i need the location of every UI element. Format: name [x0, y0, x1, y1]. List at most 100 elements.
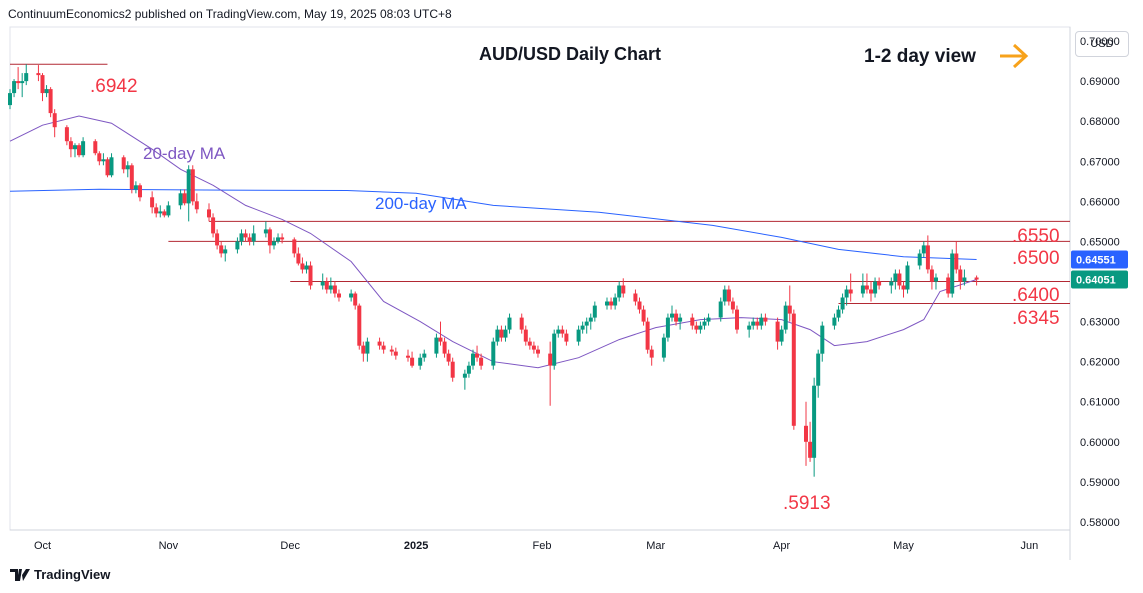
time-tick-label: Mar — [646, 540, 665, 552]
candle-body-151 — [873, 281, 878, 294]
candle-body-137 — [791, 313, 796, 426]
candle-body-139 — [808, 441, 813, 458]
time-tick-label: Oct — [34, 540, 51, 552]
candle-body-24 — [138, 185, 142, 198]
candle-body-88 — [519, 317, 524, 330]
candle-body-60 — [349, 293, 354, 298]
arrow-right-icon — [1000, 43, 1029, 69]
candle-body-77 — [450, 361, 455, 378]
candle-body-133 — [775, 321, 780, 342]
candle-body-45 — [263, 229, 268, 234]
candle-body-22 — [129, 165, 134, 190]
tradingview-logo-icon — [10, 568, 30, 581]
candle-body-5 — [36, 73, 41, 76]
candle-body-156 — [901, 285, 906, 290]
candle-body-160 — [925, 245, 930, 270]
price-tick-label: 0.69000 — [1080, 76, 1120, 88]
candle-body-78 — [462, 373, 467, 378]
candle-body-40 — [235, 241, 240, 250]
candle-body-3 — [20, 81, 25, 84]
price-tick-label: 0.61000 — [1080, 397, 1120, 409]
candle-body-121 — [702, 321, 707, 326]
candle-body-16 — [97, 153, 102, 162]
candle-body-55 — [320, 281, 325, 286]
candle-body-101 — [588, 317, 593, 322]
candle-body-83 — [491, 341, 496, 366]
candle-body-65 — [377, 341, 382, 346]
time-tick-label: 2025 — [404, 540, 428, 552]
candle-body-117 — [678, 317, 683, 322]
candle-body-1 — [12, 81, 17, 94]
candle-body-143 — [832, 317, 837, 326]
candle-body-8 — [48, 89, 53, 114]
candle-body-124 — [722, 289, 727, 302]
candle-body-27 — [158, 211, 163, 214]
candle-body-41 — [239, 233, 244, 242]
candle-body-147 — [848, 289, 853, 294]
candle-body-132 — [763, 317, 768, 322]
candle-body-28 — [162, 211, 167, 216]
price-chart[interactable]: 0.70000 0.69000 0.68000 0.67000 0.66000 0.650… — [0, 0, 1143, 560]
candle-body-19 — [109, 157, 114, 176]
candle-body-82 — [479, 357, 484, 366]
candle-body-26 — [154, 207, 159, 214]
candle-body-150 — [869, 289, 873, 294]
candle-body-42 — [243, 233, 248, 238]
price-tick-label: 0.63000 — [1080, 317, 1120, 329]
price-tick-label: 0.58000 — [1080, 517, 1120, 529]
candle-body-12 — [73, 145, 77, 150]
candle-body-102 — [592, 305, 597, 318]
price-tags: 0.64551 0.64051 — [1071, 250, 1128, 289]
currency-button[interactable]: USD — [1075, 31, 1129, 57]
candle-body-142 — [820, 325, 825, 354]
price-tick-label: 0.60000 — [1080, 437, 1120, 449]
candle-body-146 — [844, 289, 849, 298]
candle-body-138 — [804, 425, 808, 442]
candle-body-50 — [292, 239, 297, 254]
tradingview-footer[interactable]: TradingView — [10, 567, 110, 582]
chart-annotations: AUD/USD Daily Chart 1-2 day view 20-day … — [90, 43, 1060, 514]
price-tick-label: 0.70000 — [1080, 36, 1120, 48]
price-tick-label: 0.59000 — [1080, 477, 1120, 489]
candle-body-33 — [190, 169, 195, 202]
candle-body-148 — [860, 285, 865, 294]
candle-body-18 — [105, 159, 110, 176]
candle-body-165 — [954, 253, 959, 270]
candle-body-34 — [194, 201, 199, 210]
candle-body-74 — [438, 337, 443, 342]
time-axis[interactable]: Oct Nov Dec 2025 Feb Mar Apr May Jun — [34, 540, 1038, 552]
candle-body-2 — [16, 81, 21, 84]
time-tick-label: Feb — [533, 540, 552, 552]
candle-body-157 — [905, 265, 910, 290]
candle-body-119 — [694, 325, 699, 330]
horizontal-levels — [10, 63, 1070, 305]
candle-body-140 — [812, 385, 817, 458]
candle-body-107 — [621, 285, 626, 294]
candle-body-105 — [613, 297, 618, 306]
candle-body-115 — [670, 313, 674, 318]
candle-body-161 — [929, 269, 934, 282]
attribution-header: ContinuumEconomics2 published on Trading… — [8, 7, 452, 21]
candle-body-54 — [308, 265, 313, 286]
candle-body-166 — [958, 269, 963, 282]
candle-body-81 — [475, 353, 479, 358]
candle-body-94 — [552, 333, 557, 366]
candle-body-20 — [121, 157, 126, 170]
candle-body-89 — [523, 329, 528, 342]
candle-body-85 — [499, 329, 504, 338]
candle-body-163 — [946, 277, 951, 294]
candle-body-46 — [267, 229, 272, 246]
candle-body-76 — [446, 353, 451, 362]
candle-body-125 — [726, 289, 731, 302]
candle-body-90 — [527, 341, 532, 346]
candle-body-69 — [406, 355, 410, 358]
price-tick-label: 0.62000 — [1080, 357, 1120, 369]
candle-body-134 — [779, 329, 784, 342]
candle-body-130 — [755, 321, 760, 326]
time-tick-label: Dec — [280, 540, 300, 552]
candle-body-43 — [247, 237, 252, 242]
level-label-6400: .6400 — [1012, 285, 1060, 306]
candle-body-104 — [609, 301, 614, 306]
candle-body-167 — [962, 277, 967, 282]
candle-body-25 — [150, 197, 155, 208]
